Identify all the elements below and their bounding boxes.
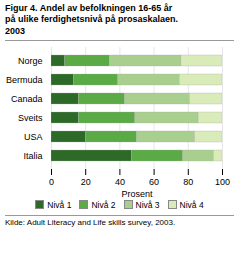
svg-text:100: 100 [215,177,230,187]
svg-text:Italia: Italia [23,151,42,161]
html-text:på ulike ferdighetsnivå på pro: på ulike ferdighetsnivå på prosaskalaen. [5,14,179,25]
svg-text:Prosent: Prosent [121,188,153,198]
svg-text:USA: USA [24,132,43,142]
html-text:2003: 2003 [5,25,25,36]
svg-text:Bermuda: Bermuda [6,75,43,85]
svg-text:Norge: Norge [18,56,43,66]
svg-text:Canada: Canada [11,94,43,104]
svg-text:80: 80 [183,177,193,187]
html-text:Nivå 2: Nivå 2 [91,199,116,210]
svg-text:Sveits: Sveits [18,113,43,123]
html-text:Nivå 3: Nivå 3 [135,199,160,210]
html-text:Nivå 4: Nivå 4 [179,199,204,210]
svg-text:60: 60 [149,177,159,187]
html-text:Kilde: Adult Literacy and Life: Kilde: Adult Literacy and Life skills su… [5,217,176,227]
svg-text:0: 0 [49,177,54,187]
html-text:Figur 4. Andel av befolkningen: Figur 4. Andel av befolkningen 16-65 år [5,3,173,13]
svg-text:20: 20 [81,177,91,187]
svg-text:40: 40 [115,177,125,187]
html-text:Nivå 1: Nivå 1 [47,199,72,210]
